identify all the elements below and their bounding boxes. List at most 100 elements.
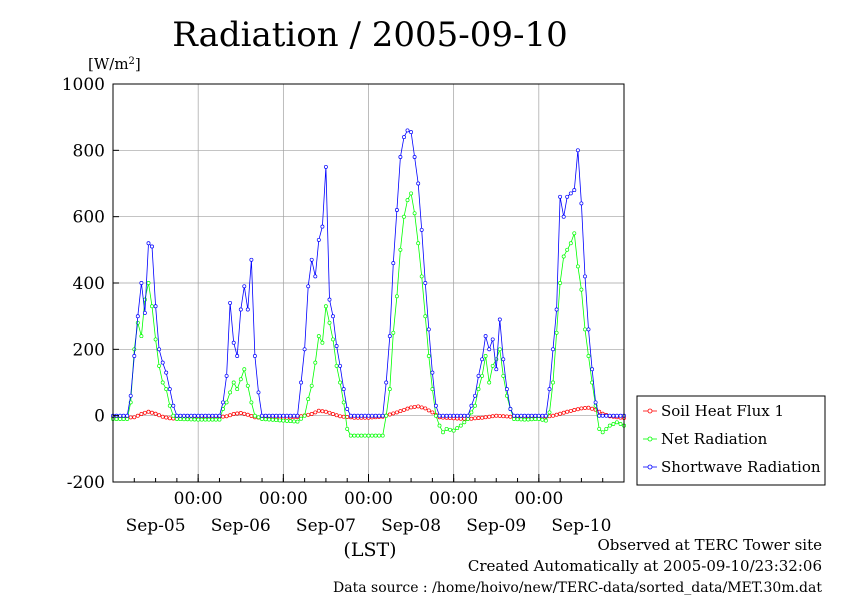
y-tick-label: -200 <box>67 473 105 493</box>
data-point <box>391 411 396 416</box>
data-point <box>125 413 130 418</box>
data-point <box>494 367 499 372</box>
x-tick-label-day: Sep-06 <box>211 516 271 536</box>
data-point <box>139 334 144 339</box>
data-point <box>409 130 414 135</box>
data-point <box>522 413 527 418</box>
data-point <box>391 261 396 266</box>
data-point <box>512 413 516 418</box>
data-point <box>334 413 339 418</box>
data-point <box>572 188 577 193</box>
data-point <box>547 410 552 415</box>
data-point <box>284 413 289 418</box>
data-point <box>448 427 453 432</box>
data-point <box>167 387 172 392</box>
x-ticks: 00:00 00:00 00:00 00:00 00:00 Sep-05 Sep-06 Sep… <box>112 474 625 536</box>
data-point <box>387 412 392 417</box>
data-point <box>210 413 215 418</box>
data-point <box>419 227 424 232</box>
data-point <box>320 409 325 414</box>
data-point <box>355 433 360 438</box>
data-point <box>465 413 470 418</box>
data-point <box>199 413 204 418</box>
data-point <box>316 237 321 242</box>
data-point <box>575 407 580 412</box>
data-point <box>256 390 261 395</box>
data-point <box>114 417 119 421</box>
y-tick-label: 800 <box>73 141 105 161</box>
x-tick-label-day: Sep-05 <box>126 516 186 536</box>
data-point <box>412 211 417 216</box>
data-point <box>529 413 534 418</box>
data-point <box>575 148 580 153</box>
data-point <box>306 284 311 289</box>
data-point <box>132 354 137 358</box>
data-point <box>433 413 438 418</box>
data-point <box>519 413 524 418</box>
data-point <box>366 433 371 438</box>
x-tick-label-day: Sep-08 <box>381 516 441 536</box>
data-point <box>565 409 570 414</box>
data-point <box>462 413 467 418</box>
data-point <box>469 410 474 415</box>
data-point <box>320 340 325 345</box>
data-point <box>590 406 595 411</box>
data-point <box>245 383 250 388</box>
data-point <box>614 420 619 425</box>
data-point <box>359 413 364 418</box>
data-point <box>529 417 534 422</box>
data-point <box>458 413 463 418</box>
data-point <box>593 400 598 405</box>
data-point <box>618 422 623 426</box>
data-point <box>504 414 509 419</box>
data-point <box>345 426 350 431</box>
data-point <box>295 419 300 424</box>
data-point <box>341 414 346 419</box>
data-point <box>363 413 367 418</box>
data-point <box>398 409 403 414</box>
data-point <box>313 410 318 415</box>
data-point <box>494 413 499 418</box>
data-point <box>341 387 346 392</box>
data-point <box>334 363 339 368</box>
data-point <box>402 135 406 140</box>
data-point <box>242 411 247 416</box>
data-point <box>512 417 516 421</box>
data-point <box>430 370 435 375</box>
data-point <box>384 380 389 385</box>
data-point <box>416 404 421 409</box>
y-tick-label: 0 <box>94 407 105 427</box>
data-point <box>363 433 367 438</box>
data-point <box>355 413 360 418</box>
y-tick-label: 400 <box>73 274 105 294</box>
data-point <box>583 406 587 410</box>
x-tick-label-time: 00:00 <box>259 489 308 509</box>
x-tick-label-time: 00:00 <box>514 489 563 509</box>
y-ticks: -200 0 200 400 600 800 1000 <box>62 75 119 493</box>
data-point <box>558 411 563 416</box>
data-point <box>306 397 311 402</box>
data-point <box>203 413 208 418</box>
data-point <box>146 409 151 414</box>
data-point <box>157 363 162 368</box>
data-point <box>153 304 158 309</box>
data-point <box>614 413 619 418</box>
legend-label: Shortwave Radiation <box>661 458 821 476</box>
data-point <box>423 406 428 411</box>
data-point <box>224 373 229 378</box>
data-point <box>196 417 201 422</box>
data-point <box>178 417 183 422</box>
data-point <box>451 413 456 418</box>
data-point <box>231 412 236 416</box>
data-point <box>121 417 126 421</box>
data-point <box>522 417 527 422</box>
data-point <box>402 407 406 412</box>
data-point <box>238 411 243 415</box>
data-point <box>242 284 247 289</box>
data-point <box>228 390 233 395</box>
data-point <box>164 370 169 375</box>
data-point <box>228 300 233 305</box>
data-point <box>568 191 573 196</box>
data-point <box>359 433 364 438</box>
